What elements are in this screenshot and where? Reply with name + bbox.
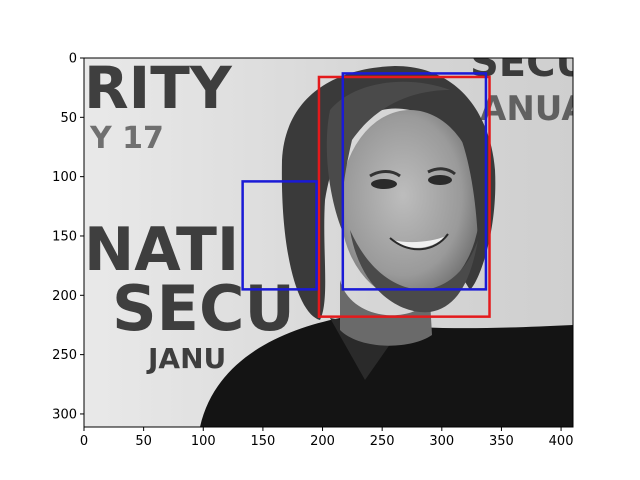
banner-text: RITY Y 17 NATI SECU JANU SECU ANUA [84,40,588,375]
x-tick-label: 300 [429,434,454,449]
blue-detection-box-small [241,180,318,291]
photo: RITY Y 17 NATI SECU JANU SECU ANUA [84,40,588,427]
x-axis-ticks: 0 50 100 150 200 250 300 350 400 [80,427,574,449]
banner-text-line5: JANU [146,342,226,375]
banner-text-line3: NATI [84,215,239,285]
x-tick-label: 200 [310,434,335,449]
banner-text-right2: ANUA [480,89,588,129]
banner-text-line1: RITY [84,54,233,122]
x-tick-label: 100 [191,434,216,449]
blue-detection-box-face [341,72,488,291]
banner-text-line2: Y 17 [89,121,164,156]
y-tick-label: 0 [69,52,77,67]
axes-frame [83,57,574,428]
y-tick-label: 150 [52,229,77,244]
detection-boxes [241,72,491,318]
y-tick-label: 300 [52,407,77,422]
y-axis-ticks: 0 50 100 150 200 250 300 [52,52,84,422]
y-tick-label: 100 [52,170,77,185]
banner-text-right1: SECU [470,40,588,86]
x-tick-label: 350 [489,434,514,449]
red-detection-box [317,75,491,318]
y-tick-label: 200 [52,289,77,304]
person [200,66,573,427]
x-tick-label: 150 [250,434,275,449]
y-tick-label: 50 [60,111,77,126]
y-tick-label: 250 [52,348,77,363]
x-tick-label: 50 [135,434,152,449]
x-tick-label: 0 [80,434,88,449]
x-tick-label: 400 [549,434,574,449]
banner-text-line4: SECU [112,272,295,345]
x-tick-label: 250 [370,434,395,449]
